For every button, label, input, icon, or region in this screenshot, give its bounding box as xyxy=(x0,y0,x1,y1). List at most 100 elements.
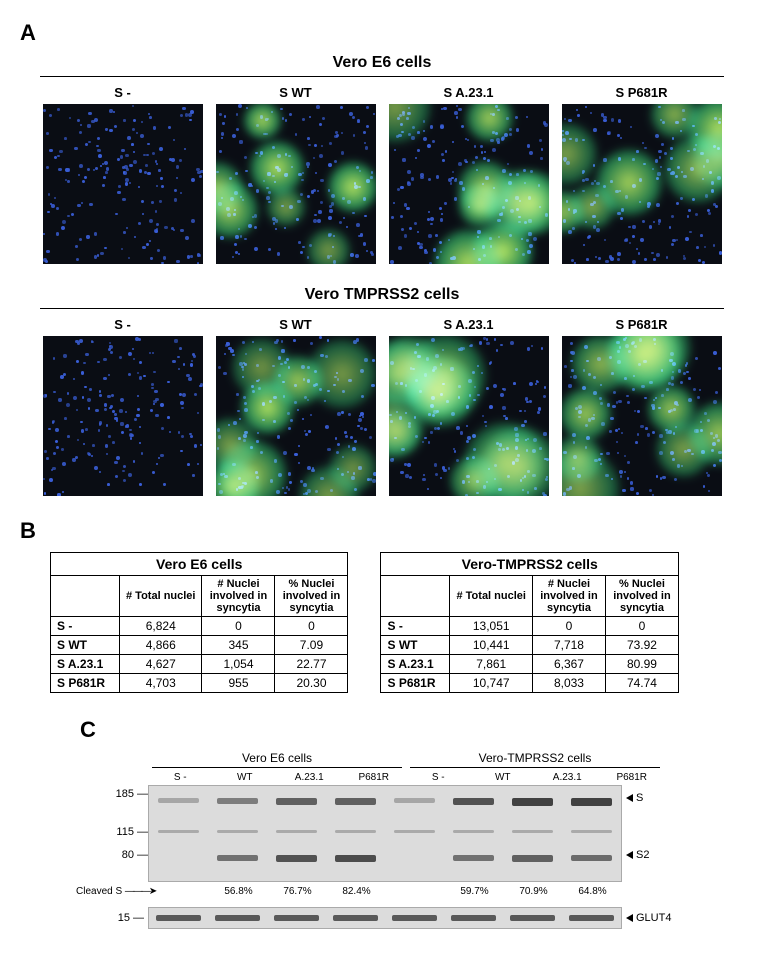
table-cell: 0 xyxy=(532,617,605,636)
image-col: S - xyxy=(40,85,205,264)
lane-label: P681R xyxy=(342,772,407,783)
lane-label: S - xyxy=(148,772,213,783)
table-row: S WT4,8663457.09 xyxy=(51,636,348,655)
cleaved-value: 56.8% xyxy=(209,886,268,897)
table-row: S P681R4,70395520.30 xyxy=(51,674,348,693)
table-row-label: S WT xyxy=(381,636,450,655)
band-label: S2 xyxy=(626,849,649,861)
table-row-label: S P681R xyxy=(51,674,120,693)
cleaved-value: 82.4% xyxy=(327,886,386,897)
image-label: S WT xyxy=(279,85,312,100)
table-col-head: # Total nuclei xyxy=(450,576,532,617)
table-cell: 7,861 xyxy=(450,655,532,674)
cleaved-value: 70.9% xyxy=(504,886,563,897)
band-label: S xyxy=(626,792,643,804)
table-cell: 4,703 xyxy=(120,674,202,693)
western-blot-main xyxy=(148,785,622,882)
table-cell: 7.09 xyxy=(275,636,348,655)
lane-label: A.23.1 xyxy=(277,772,342,783)
image-col: S A.23.1 xyxy=(386,317,551,496)
micrograph xyxy=(562,104,722,264)
image-row-title: Vero TMPRSS2 cells xyxy=(20,286,744,304)
table-cell: 7,718 xyxy=(532,636,605,655)
table-row-label: S - xyxy=(51,617,120,636)
mw-marker: 185 — xyxy=(116,788,148,800)
table-col-head: # Total nuclei xyxy=(120,576,202,617)
lane-label: S - xyxy=(406,772,471,783)
table-cell: 0 xyxy=(275,617,348,636)
table-cell: 73.92 xyxy=(605,636,678,655)
table-col-head: % Nucleiinvolved insyncytia xyxy=(605,576,678,617)
micrograph xyxy=(216,104,376,264)
micrograph xyxy=(43,104,203,264)
table-cell: 8,033 xyxy=(532,674,605,693)
image-row: S - S WT S A.23.1 S P681R xyxy=(40,85,724,264)
table-row-label: S A.23.1 xyxy=(381,655,450,674)
band-label: GLUT4 xyxy=(626,912,671,924)
table-cell: 80.99 xyxy=(605,655,678,674)
image-row: S - S WT S A.23.1 S P681R xyxy=(40,317,724,496)
image-col: S A.23.1 xyxy=(386,85,551,264)
table-row: S -6,82400 xyxy=(51,617,348,636)
lane-label: WT xyxy=(213,772,278,783)
cleaved-value xyxy=(150,886,209,897)
cleaved-value xyxy=(386,886,445,897)
mw-marker: 15 — xyxy=(118,912,144,924)
mw-marker: 115 — xyxy=(116,826,148,838)
image-col: S WT xyxy=(213,85,378,264)
table-cell: 10,747 xyxy=(450,674,532,693)
table-cell: 6,367 xyxy=(532,655,605,674)
micrograph xyxy=(43,336,203,496)
table-cell: 0 xyxy=(202,617,275,636)
table-cell: 74.74 xyxy=(605,674,678,693)
table-row: S A.23.17,8616,36780.99 xyxy=(381,655,678,674)
table-cell: 4,866 xyxy=(120,636,202,655)
table-col-head xyxy=(381,576,450,617)
image-label: S A.23.1 xyxy=(443,85,493,100)
lane-label: WT xyxy=(471,772,536,783)
western-blot-glut4 xyxy=(148,907,622,929)
image-col: S P681R xyxy=(559,85,724,264)
table-cell: 345 xyxy=(202,636,275,655)
lane-label: P681R xyxy=(600,772,665,783)
table-row-label: S A.23.1 xyxy=(51,655,120,674)
table-title: Vero-TMPRSS2 cells xyxy=(381,553,678,576)
micrograph xyxy=(562,336,722,496)
image-col: S P681R xyxy=(559,317,724,496)
panel-c: C Vero E6 cellsVero-TMPRSS2 cellsS -WTA.… xyxy=(20,717,744,929)
image-label: S A.23.1 xyxy=(443,317,493,332)
panel-c-label: C xyxy=(80,717,96,743)
image-label: S P681R xyxy=(615,317,667,332)
table-row: S WT10,4417,71873.92 xyxy=(381,636,678,655)
table-row-label: S WT xyxy=(51,636,120,655)
image-col: S - xyxy=(40,317,205,496)
table-title: Vero E6 cells xyxy=(51,553,348,576)
panel-a: A Vero E6 cells S - S WT S A.23.1 S P681R Ver… xyxy=(20,20,744,496)
micrograph xyxy=(216,336,376,496)
micrograph xyxy=(389,336,549,496)
image-label: S P681R xyxy=(615,85,667,100)
table-cell: 1,054 xyxy=(202,655,275,674)
image-label: S WT xyxy=(279,317,312,332)
table-cell: 6,824 xyxy=(120,617,202,636)
table-cell: 4,627 xyxy=(120,655,202,674)
table-row: S P681R10,7478,03374.74 xyxy=(381,674,678,693)
table-cell: 10,441 xyxy=(450,636,532,655)
panel-a-label: A xyxy=(20,20,744,46)
blot-group-title: Vero E6 cells xyxy=(152,751,402,768)
table-cell: 955 xyxy=(202,674,275,693)
table-col-head: # Nucleiinvolved insyncytia xyxy=(532,576,605,617)
table-row: S -13,05100 xyxy=(381,617,678,636)
syncytia-table: Vero E6 cells # Total nuclei# Nucleiinvo… xyxy=(50,552,348,693)
table-row-label: S P681R xyxy=(381,674,450,693)
syncytia-table: Vero-TMPRSS2 cells # Total nuclei# Nucle… xyxy=(380,552,678,693)
table-row: S A.23.14,6271,05422.77 xyxy=(51,655,348,674)
blot-group-title: Vero-TMPRSS2 cells xyxy=(410,751,660,768)
image-row-title: Vero E6 cells xyxy=(20,54,744,72)
cleaved-value: 76.7% xyxy=(268,886,327,897)
image-col: S WT xyxy=(213,317,378,496)
table-col-head xyxy=(51,576,120,617)
table-cell: 13,051 xyxy=(450,617,532,636)
panel-b-label: B xyxy=(20,518,744,544)
image-label: S - xyxy=(114,85,131,100)
